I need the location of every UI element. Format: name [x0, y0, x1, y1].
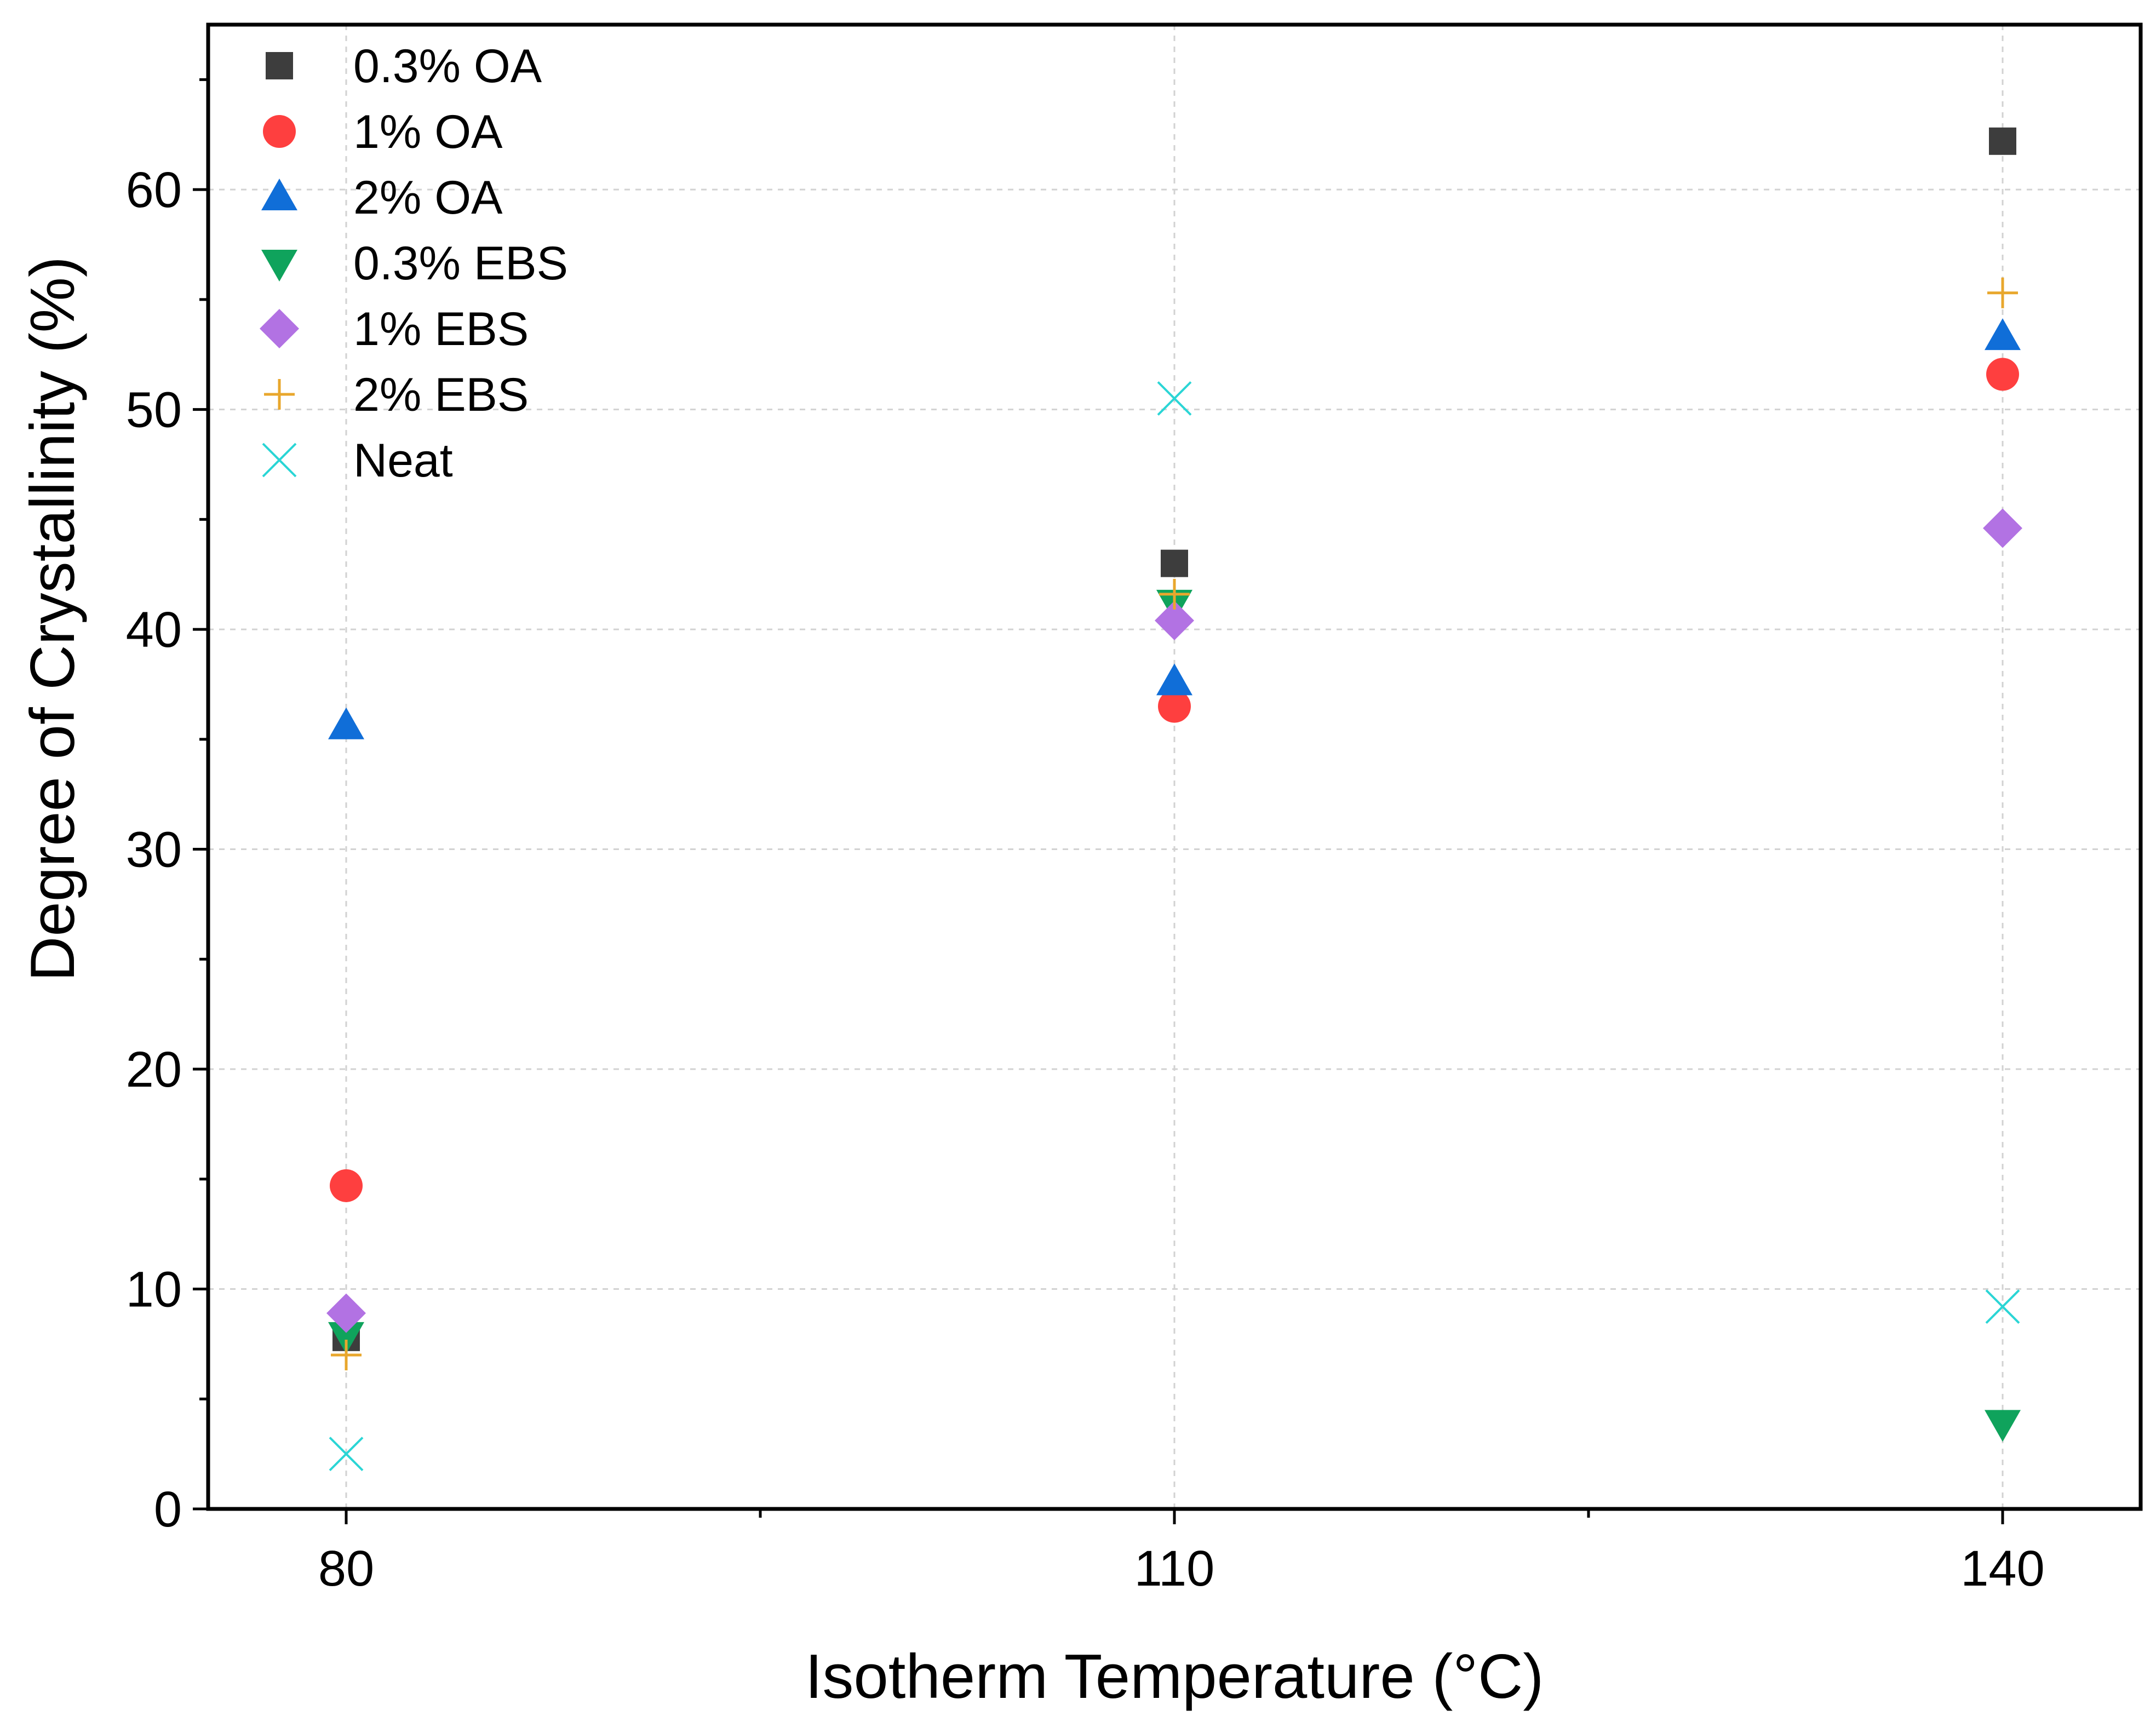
point-1-ebs: [326, 1293, 366, 1333]
point-2-ebs: [331, 1339, 362, 1370]
y-tick-label: 0: [154, 1482, 182, 1537]
legend-label-0-3-oa: 0.3% OA: [353, 40, 542, 93]
point-1-oa: [1158, 690, 1191, 723]
y-tick-label: 20: [126, 1042, 182, 1098]
point-2-oa: [1985, 318, 2021, 351]
point-2-ebs: [1987, 277, 2018, 308]
point-1-oa: [330, 1169, 363, 1202]
y-tick-label: 10: [126, 1262, 182, 1318]
legend-marker-0-3-ebs: [261, 250, 297, 282]
grid-layer: [208, 25, 2141, 1509]
point-1-ebs: [1983, 508, 2022, 548]
legend-marker-0-3-oa: [266, 52, 293, 79]
y-tick-label: 40: [126, 602, 182, 658]
point-1-ebs: [1155, 601, 1194, 641]
legend-marker-2-oa: [261, 179, 297, 210]
point-0-3-ebs: [1985, 1410, 2021, 1442]
y-axis-title: Degree of Crystallinity (%): [18, 256, 88, 981]
legend-label-neat: Neat: [353, 434, 453, 487]
y-tick-label: 30: [126, 822, 182, 878]
legend-label-2-oa: 2% OA: [353, 171, 503, 224]
point-2-oa: [1156, 663, 1192, 696]
tick-layer: 0 10 20 30 40 50 60 80 110 140: [126, 78, 2045, 1597]
legend-marker-1-ebs: [260, 309, 299, 348]
marker-layer: [326, 127, 2022, 1472]
point-0-3-ebs: [328, 1322, 364, 1354]
legend-label-1-ebs: 1% EBS: [353, 303, 529, 355]
point-2-oa: [328, 707, 364, 739]
point-neat: [1157, 381, 1192, 416]
x-tick-label: 140: [1960, 1541, 2045, 1597]
point-0-3-oa: [1989, 127, 2016, 155]
legend-marker-neat: [262, 443, 297, 478]
point-neat: [1985, 1289, 2020, 1324]
y-tick-label: 50: [126, 382, 182, 438]
x-axis-title: Isotherm Temperature (°C): [805, 1642, 1544, 1712]
legend: 0.3% OA 1% OA 2% OA 0.3% EBS 1% EBS 2% EBS Nea…: [260, 40, 568, 487]
point-neat: [329, 1437, 364, 1472]
y-tick-label: 60: [126, 162, 182, 218]
point-2-ebs: [1159, 578, 1190, 610]
point-0-3-oa: [1161, 549, 1188, 577]
x-tick-label: 110: [1134, 1541, 1215, 1597]
point-1-oa: [1986, 358, 2019, 391]
legend-label-1-oa: 1% OA: [353, 106, 503, 158]
legend-label-2-ebs: 2% EBS: [353, 369, 529, 421]
x-tick-label: 80: [318, 1541, 374, 1597]
legend-marker-2-ebs: [264, 379, 295, 410]
legend-label-0-3-ebs: 0.3% EBS: [353, 237, 568, 290]
legend-marker-1-oa: [263, 115, 296, 148]
